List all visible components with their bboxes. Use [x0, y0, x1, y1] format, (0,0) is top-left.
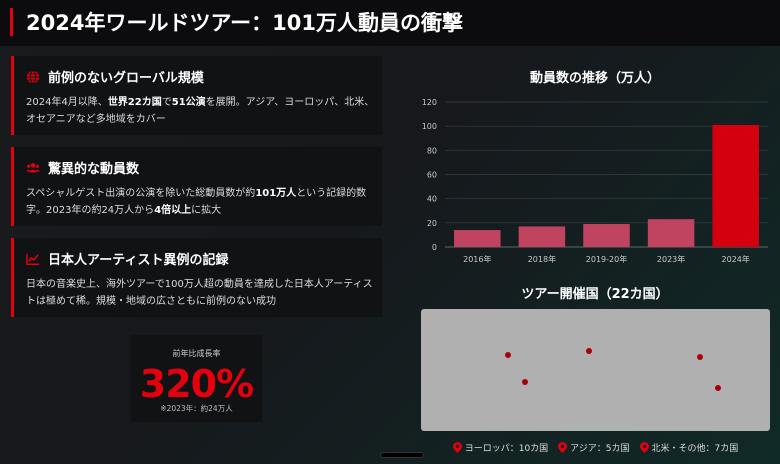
body-highlight: 51公演 — [171, 97, 206, 108]
legend-item-europe: ヨーロッパ：10カ国 — [452, 441, 549, 454]
y-tick-label: 80 — [427, 146, 437, 155]
body-text: 2024年4月以降、 — [26, 97, 108, 108]
growth-label: 前年比成長率 — [172, 349, 221, 358]
map-marker — [586, 348, 592, 354]
card-global-scale: 前例のないグローバル規模 2024年4月以降、世界22カ国で51公演を展開。アジ… — [11, 56, 382, 135]
title-bar: 2024年ワールドツアー：101万人動員の衝撃 — [0, 0, 780, 46]
card-body: 日本の音楽史上、海外ツアーで100万人超の動員を達成した日本人アーティストは極め… — [26, 276, 378, 310]
scroll-handle[interactable] — [380, 452, 424, 458]
map-marker — [697, 354, 703, 360]
x-tick-label: 2019-20年 — [586, 254, 627, 264]
globe-icon — [26, 69, 40, 84]
body-text: という記録的数字。2023年の約24万人から — [26, 188, 367, 216]
y-tick-label: 40 — [427, 195, 437, 204]
body-highlight: 4倍以上 — [154, 205, 192, 216]
bar — [518, 226, 566, 247]
legend-item-north-america: 北米・その他：7カ国 — [639, 441, 739, 454]
card-body: スペシャルゲスト出演の公演を除いた総動員数が約101万人という記録的数字。202… — [26, 185, 378, 219]
body-text: で — [161, 97, 172, 108]
legend-label: ヨーロッパ：10カ国 — [464, 444, 549, 454]
x-tick-label: 2016年 — [463, 254, 491, 264]
bar — [454, 230, 501, 247]
x-tick-label: 2023年 — [657, 254, 685, 264]
growth-value: 320% — [139, 362, 254, 406]
legend-label: 北米・その他：7カ国 — [651, 444, 739, 454]
growth-note: ※2023年：約24万人 — [160, 404, 233, 413]
map-pin-icon — [558, 442, 568, 453]
tour-map — [421, 309, 770, 431]
y-tick-label: 100 — [422, 122, 437, 131]
legend-item-asia: アジア：5カ国 — [558, 441, 630, 454]
card-record: 日本人アーティスト異例の記録 日本の音楽史上、海外ツアーで100万人超の動員を達… — [11, 238, 382, 317]
body-highlight: 世界22カ国 — [107, 97, 162, 108]
y-tick-label: 0 — [432, 243, 437, 252]
map-pin-icon — [639, 442, 649, 453]
x-tick-label: 2024年 — [722, 254, 750, 264]
body-text: に拡大 — [191, 205, 222, 216]
card-title: 日本人アーティスト異例の記録 — [48, 253, 229, 268]
card-header: 前例のないグローバル規模 — [26, 67, 204, 86]
card-title: 前例のないグローバル規模 — [48, 71, 204, 86]
map-marker — [505, 352, 511, 358]
card-header: 驚異的な動員数 — [26, 158, 139, 177]
y-tick-label: 120 — [422, 98, 437, 107]
map-pin-icon — [452, 442, 462, 453]
x-tick-label: 2018年 — [528, 254, 556, 264]
users-icon — [26, 162, 40, 172]
bar — [712, 124, 759, 247]
body-text: 日本の音楽史上、海外ツアーで100万人超の動員を達成した日本人アーティストは極め… — [26, 279, 373, 307]
body-highlight: 101万人 — [255, 188, 297, 199]
map-title: ツアー開催国（22カ国） — [521, 287, 669, 302]
y-tick-label: 20 — [427, 219, 437, 228]
map-marker — [522, 379, 528, 385]
legend-label: アジア：5カ国 — [570, 444, 630, 454]
map-legend: ヨーロッパ：10カ国 アジア：5カ国 北米・その他：7カ国 — [421, 441, 770, 454]
card-header: 日本人アーティスト異例の記録 — [26, 249, 228, 268]
page-title: 2024年ワールドツアー：101万人動員の衝撃 — [26, 11, 464, 35]
chart-title: 動員数の推移（万人） — [529, 71, 660, 86]
card-attendance: 驚異的な動員数 スペシャルゲスト出演の公演を除いた総動員数が約101万人という記… — [11, 147, 382, 226]
card-body: 2024年4月以降、世界22カ国で51公演を展開。アジア、ヨーロッパ、北米、オセ… — [26, 94, 378, 128]
body-text: を展開。アジア、ヨーロッパ、北米、オセアニアなど多地域をカバー — [26, 97, 375, 125]
body-text: スペシャルゲスト出演の公演を除いた総動員数が約 — [26, 188, 256, 199]
chart-line-icon — [26, 253, 40, 265]
title-accent-bar — [10, 8, 13, 36]
bar — [583, 224, 630, 247]
map-marker — [715, 385, 721, 391]
card-title: 驚異的な動員数 — [48, 162, 140, 177]
attendance-bar-chart: 0 20 40 60 80 100 120 2016年 2018年 2019-20年 2023年 20… — [422, 98, 768, 264]
bar — [647, 219, 695, 247]
growth-stat-card: 前年比成長率 320% ※2023年：約24万人 — [131, 335, 262, 422]
y-tick-label: 60 — [427, 171, 437, 180]
